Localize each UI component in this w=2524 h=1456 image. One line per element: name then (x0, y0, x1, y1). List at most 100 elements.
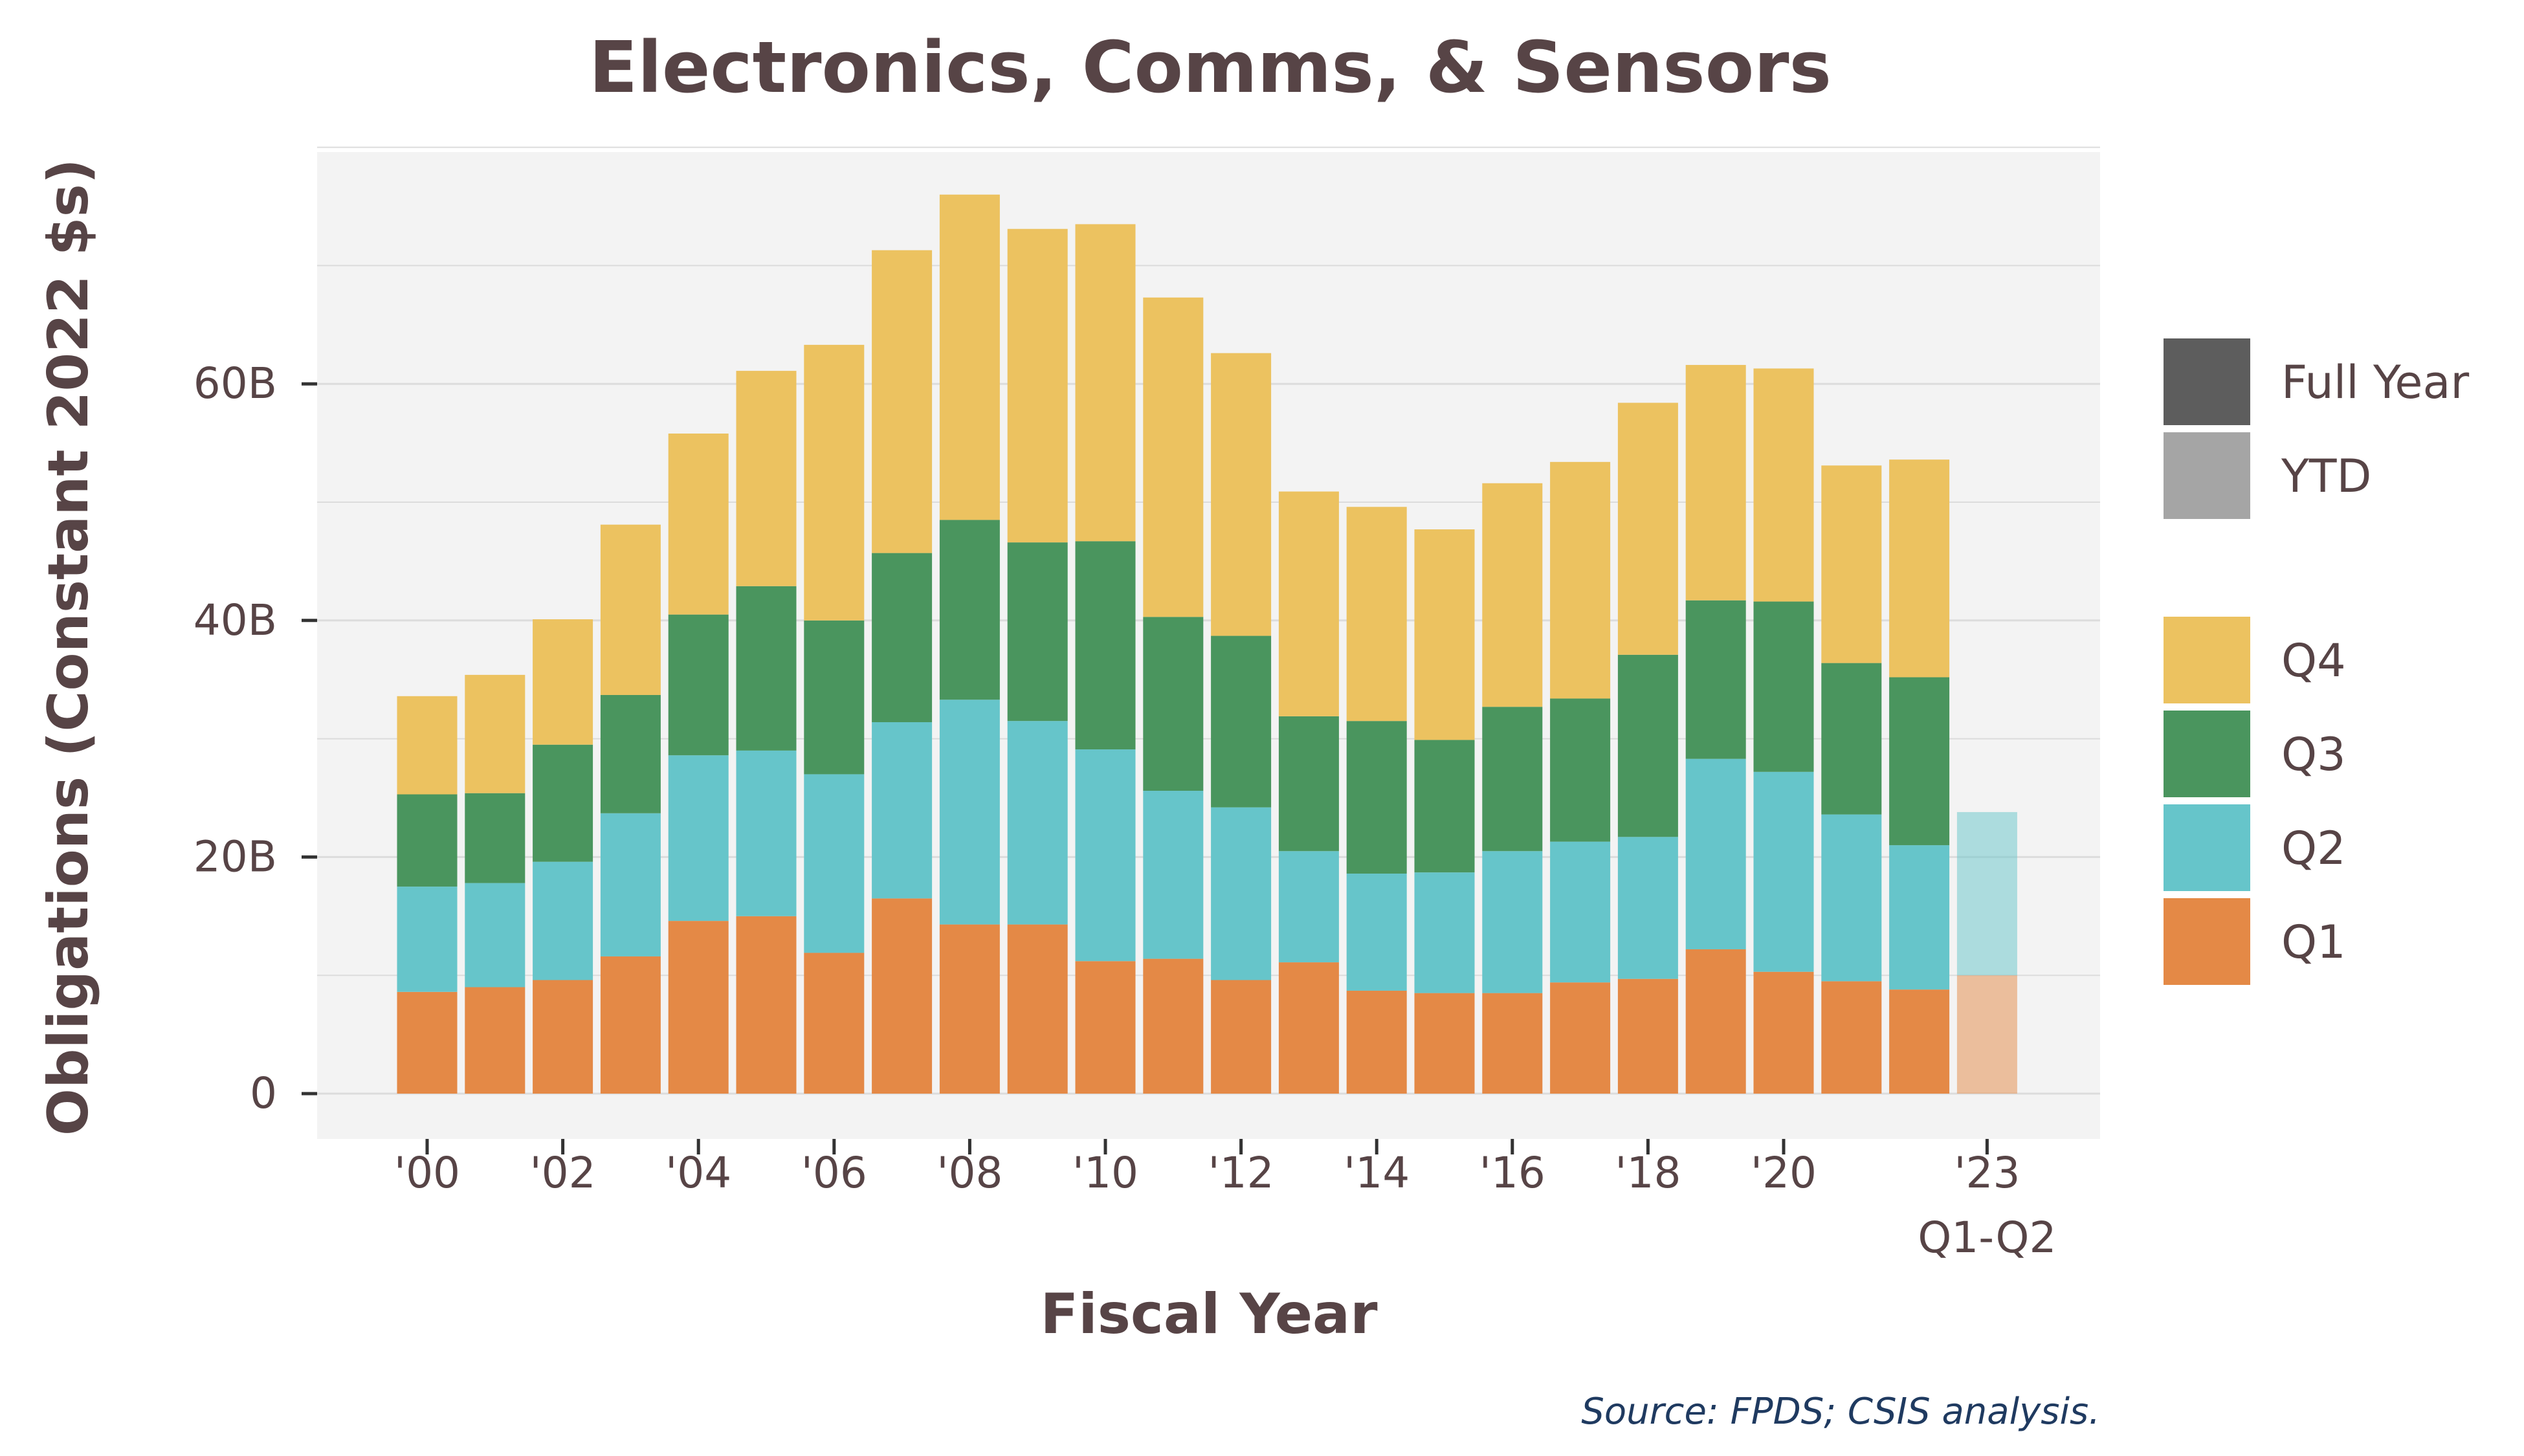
bar-segment-q2-2 (533, 861, 593, 980)
bar-segment-q3-0 (397, 794, 458, 887)
bar-segment-q2-9 (1007, 721, 1068, 925)
bar-segment-q4-13 (1278, 491, 1339, 716)
bar-segment-q1-8 (939, 924, 1000, 1094)
x-tick-label: '06 (801, 1148, 867, 1198)
bar-segment-q3-18 (1617, 654, 1678, 837)
bar-segment-q1-16 (1482, 993, 1543, 1094)
bar-segment-q1-1 (465, 987, 526, 1094)
bar-segment-q2-1 (465, 883, 526, 987)
legend-swatch-quarter (2160, 707, 2254, 801)
bar-segment-q4-14 (1346, 507, 1407, 722)
x-axis: '00 '02 '04 '06 '08 '10 '12 '14 '16 '18 '20 '23 Q1-Q… (394, 1139, 2056, 1263)
bar-segment-q3-10 (1075, 541, 1136, 750)
bar-segment-q3-11 (1143, 617, 1204, 791)
bar-segment-q3-7 (872, 553, 933, 723)
chart-title: Electronics, Comms, & Sensors (589, 26, 1832, 109)
bar-segment-q1-20 (1753, 971, 1814, 1094)
bar-segment-q2-19 (1685, 758, 1746, 949)
legend-label-quarter: Q3 (2281, 728, 2346, 781)
source-note: Source: FPDS; CSIS analysis. (1581, 1391, 2100, 1433)
bar-segment-q4-20 (1753, 368, 1814, 602)
bar-segment-q3-9 (1007, 542, 1068, 722)
bar-segment-q2-14 (1346, 873, 1407, 991)
bar-segment-q1-9 (1007, 924, 1068, 1094)
bar-segment-q1-13 (1278, 962, 1339, 1094)
bar-segment-q3-1 (465, 793, 526, 883)
bar-segment-q1-5 (736, 916, 797, 1094)
bar-segment-q2-22 (1889, 845, 1950, 990)
x-tick-label: '14 (1344, 1148, 1410, 1198)
bar-segment-q2-12 (1211, 807, 1272, 980)
bar-segment-q3-21 (1821, 663, 1882, 815)
legend-swatch-quarter (2160, 894, 2254, 989)
bar-segment-q1-10 (1075, 961, 1136, 1094)
x-tick-label: '00 (394, 1148, 460, 1198)
bar-segment-q3-13 (1278, 716, 1339, 852)
bar-segment-q2-7 (872, 722, 933, 899)
bar-segment-q3-20 (1753, 601, 1814, 772)
legend: Full Year YTD Q4 Q3 Q2 Q1 (2160, 335, 2469, 989)
bar-segment-q3-19 (1685, 600, 1746, 759)
x-axis-title: Fiscal Year (1041, 1282, 1378, 1347)
bar-segment-q2-5 (736, 750, 797, 916)
bar-segment-q4-3 (600, 524, 661, 695)
legend-label-quarter: Q4 (2281, 634, 2346, 687)
bar-segment-q2-11 (1143, 791, 1204, 959)
bar-segment-q1-19 (1685, 949, 1746, 1094)
bar-segment-q1-21 (1821, 981, 1882, 1094)
bar-segment-q4-22 (1889, 459, 1950, 678)
legend-label-period: YTD (2281, 450, 2371, 503)
x-tick-label: '08 (936, 1148, 1002, 1198)
bar-segment-q2-15 (1414, 872, 1475, 993)
bar-segment-q3-5 (736, 586, 797, 751)
x-tick-sublabel: Q1-Q2 (1918, 1213, 2056, 1263)
y-axis: 0 20B 40B 60B (194, 358, 317, 1118)
legend-swatch-quarter (2160, 800, 2254, 895)
bar-segment-q1-2 (533, 980, 593, 1094)
bar-segment-q4-6 (804, 344, 865, 621)
bar-segment-q4-5 (736, 371, 797, 586)
bar-segment-q3-2 (533, 744, 593, 862)
bar-segment-q2-4 (668, 755, 729, 921)
bar-segment-q2-16 (1482, 851, 1543, 993)
bar-segment-q1-11 (1143, 958, 1204, 1094)
legend-label-quarter: Q1 (2281, 916, 2346, 969)
bar-segment-q1-14 (1346, 990, 1407, 1094)
x-tick-label: '18 (1615, 1148, 1681, 1198)
bar-segment-q2-3 (600, 813, 661, 956)
bar-segment-q4-15 (1414, 529, 1475, 740)
bar-segment-q4-19 (1685, 364, 1746, 601)
bar-segment-q1-15 (1414, 993, 1475, 1094)
bar-segment-q2-10 (1075, 749, 1136, 962)
y-axis-title: Obligations (Constant 2022 $s) (36, 159, 101, 1136)
legend-label-quarter: Q2 (2281, 822, 2346, 875)
legend-label-period: Full Year (2281, 356, 2469, 409)
bar-segment-q3-8 (939, 520, 1000, 700)
bar-segment-q1-4 (668, 921, 729, 1094)
bar-segment-q4-2 (533, 619, 593, 745)
y-tick-label: 0 (250, 1068, 277, 1118)
y-tick-label: 20B (194, 832, 277, 881)
bar-segment-q4-4 (668, 433, 729, 615)
x-tick-label: '02 (530, 1148, 596, 1198)
bar-segment-q4-18 (1617, 403, 1678, 655)
bar-segment-q1-22 (1889, 989, 1950, 1094)
bar-segment-q4-8 (939, 194, 1000, 520)
bar-segment-q3-15 (1414, 740, 1475, 873)
bar-segment-q4-10 (1075, 224, 1136, 542)
bar-segment-q4-17 (1550, 461, 1611, 699)
bar-segment-q1-17 (1550, 982, 1611, 1094)
bar-segment-q2-18 (1617, 837, 1678, 979)
bar-segment-q2-13 (1278, 851, 1339, 963)
bar-segment-q3-17 (1550, 698, 1611, 842)
bar-segment-q4-16 (1482, 483, 1543, 707)
bar-segment-q2-17 (1550, 841, 1611, 983)
bar-segment-q1-23 (1956, 975, 2017, 1094)
x-tick-label: '12 (1208, 1148, 1274, 1198)
x-tick-label: '10 (1072, 1148, 1138, 1198)
bar-segment-q1-7 (872, 898, 933, 1094)
y-tick-label: 60B (194, 358, 277, 408)
bar-segment-q3-22 (1889, 677, 1950, 846)
bar-segment-q2-23 (1956, 811, 2017, 976)
